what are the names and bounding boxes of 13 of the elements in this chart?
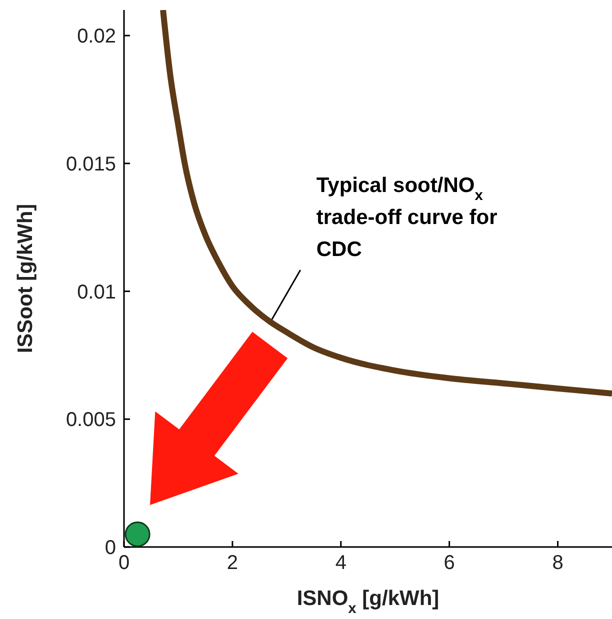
x-tick-label: 2 [226, 552, 238, 574]
x-tick-label: 4 [335, 552, 346, 574]
x-tick-label: 6 [444, 552, 455, 574]
y-axis-title: ISSoot [g/kWh] [14, 204, 37, 354]
y-tick-label: 0 [104, 537, 116, 560]
y-tick-label: 0.02 [77, 26, 116, 48]
x-tick-label: 8 [552, 552, 564, 574]
y-tick-label: 0.005 [66, 409, 116, 432]
y-tick-label: 0.015 [66, 154, 116, 176]
x-tick-label: 0 [118, 552, 130, 574]
x-axis-title: ISNO$_{x}$ [g/kWh] [296, 587, 440, 617]
annotation: Typical soot/NO$_{x}$ trade-off curve for CDC [316, 174, 498, 261]
y-tick-label: 0.01 [77, 281, 116, 304]
